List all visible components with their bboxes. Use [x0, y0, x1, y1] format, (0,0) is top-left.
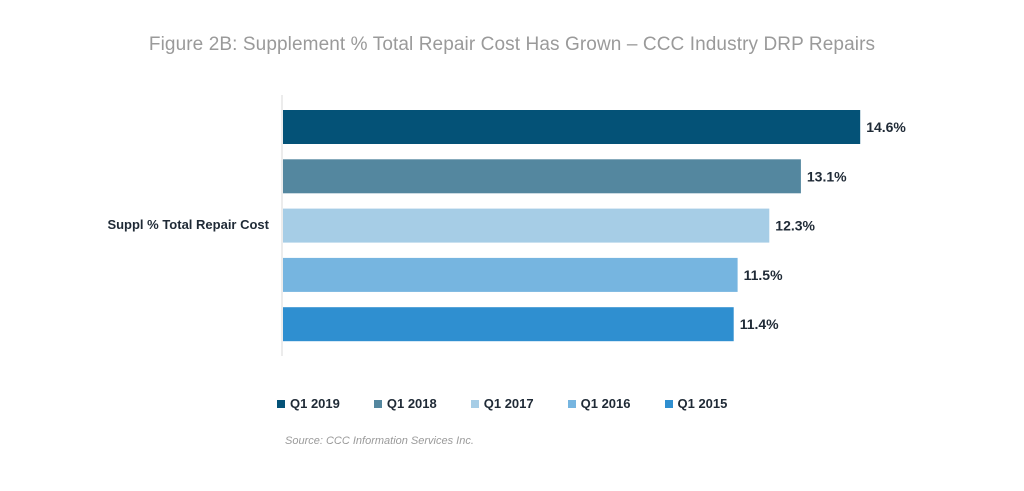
value-label-q1-2015: 11.4%: [740, 316, 779, 332]
legend-label: Q1 2017: [483, 396, 534, 411]
legend-swatch: [664, 399, 673, 408]
legend-label: Q1 2015: [677, 396, 728, 411]
bar-q1-2018: [283, 159, 801, 194]
legend-swatch: [567, 399, 576, 408]
legend-label: Q1 2018: [386, 396, 437, 411]
bar-q1-2017: [283, 208, 770, 243]
legend-swatch: [373, 399, 382, 408]
legend-item: Q1 2017: [470, 396, 534, 411]
bar-q1-2016: [283, 257, 738, 292]
value-label-q1-2016: 11.5%: [744, 267, 783, 283]
legend: Q1 2019 Q1 2018 Q1 2017 Q1 2016 Q1 2015: [277, 396, 761, 411]
value-label-q1-2017: 12.3%: [775, 218, 815, 234]
value-label-q1-2019: 14.6%: [866, 119, 906, 135]
legend-item: Q1 2019: [277, 396, 340, 411]
legend-swatch: [470, 399, 479, 408]
source-note: Source: CCC Information Services Inc.: [285, 435, 474, 447]
legend-item: Q1 2018: [373, 396, 437, 411]
legend-item: Q1 2016: [567, 396, 631, 411]
bar-q1-2019: [283, 110, 861, 144]
legend-swatch: [277, 399, 285, 408]
legend-label: Q1 2016: [580, 396, 631, 411]
legend-label: Q1 2019: [290, 396, 340, 411]
y-category-label: Suppl % Total Repair Cost: [107, 217, 269, 232]
chart-title: Figure 2B: Supplement % Total Repair Cos…: [148, 34, 876, 55]
value-label-q1-2018: 13.1%: [807, 168, 847, 184]
bars-group: 14.6% 13.1% 12.3% 11.5% 11.4%: [283, 110, 906, 342]
bar-q1-2015: [283, 307, 734, 342]
legend-item: Q1 2015: [664, 396, 728, 411]
